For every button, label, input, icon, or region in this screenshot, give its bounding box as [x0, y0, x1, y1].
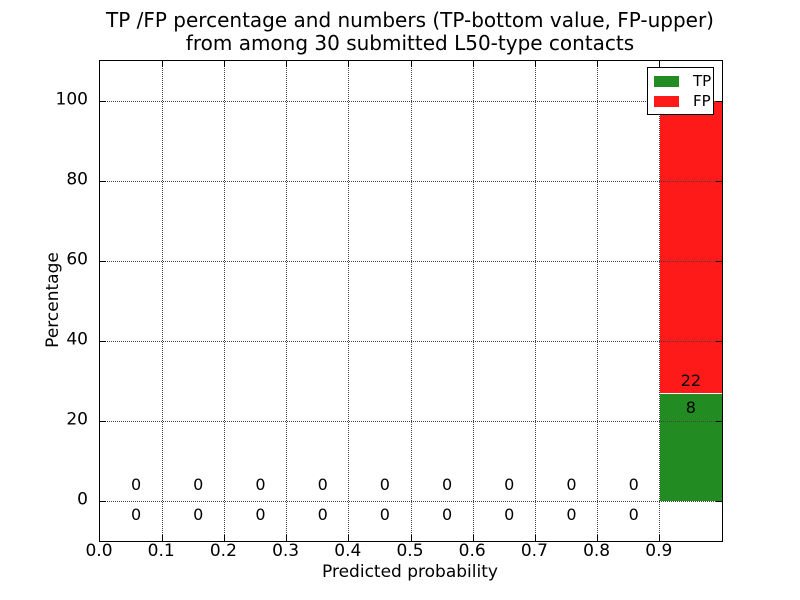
- tp-count-label: 0: [566, 504, 577, 524]
- bar-segment-tp: [659, 394, 722, 501]
- y-tick-label: 0: [77, 489, 88, 510]
- y-tick-label: 40: [66, 329, 88, 350]
- legend-swatch-tp-icon: [654, 75, 679, 87]
- x-axis-label: Predicted probability: [322, 562, 498, 582]
- chart-title: TP /FP percentage and numbers (TP-bottom…: [99, 9, 721, 55]
- legend-entry: FP: [654, 91, 713, 111]
- legend-entry: TP: [654, 71, 713, 91]
- chart-title-line1: TP /FP percentage and numbers (TP-bottom…: [106, 8, 714, 32]
- tp-count-label: 0: [130, 504, 142, 524]
- y-tick-mark: [100, 340, 106, 342]
- tp-count-label: 0: [379, 504, 390, 524]
- gridline-vertical: [410, 61, 412, 541]
- grid-layer: [100, 61, 722, 541]
- x-tick-mark: [348, 61, 350, 67]
- legend-label: TP: [693, 72, 712, 90]
- tp-count-label: 0: [441, 504, 453, 524]
- x-tick-mark: [286, 61, 288, 67]
- fp-count-label: 0: [441, 475, 453, 494]
- x-tick-mark: [534, 535, 536, 541]
- x-tick-mark: [597, 535, 599, 541]
- tp-count-label: 0: [504, 504, 515, 524]
- x-tick-label: 0.2: [209, 541, 237, 561]
- x-tick-label: 0.8: [583, 541, 611, 561]
- y-tick-mark: [716, 260, 722, 262]
- x-tick-mark: [472, 535, 474, 541]
- chart-title-line2: from among 30 submitted L50-type contact…: [185, 31, 635, 55]
- y-tick-labels: 0 20 40 60 80 100: [0, 0, 88, 600]
- y-tick-mark: [100, 500, 106, 502]
- x-tick-label: 0.0: [85, 541, 113, 561]
- y-tick-mark: [716, 500, 722, 502]
- bar-segment-fp: [659, 101, 722, 394]
- fp-count-label: 0: [504, 475, 515, 494]
- x-tick-label: 0.9: [645, 541, 673, 561]
- fp-count-label: 0: [255, 475, 266, 494]
- annotations-layer: 0 0 0 0 0 0 0 0 0 0 0 0 0 0 0 0 0 0 22 8: [100, 61, 722, 541]
- tp-count-label: 0: [317, 504, 328, 524]
- x-tick-label: 0.3: [272, 541, 300, 561]
- x-tick-label: 0.4: [334, 541, 362, 561]
- y-tick-mark: [716, 100, 722, 102]
- legend-label: FP: [693, 92, 711, 110]
- y-tick-mark: [716, 340, 722, 342]
- x-tick-mark: [659, 535, 661, 541]
- tp-count-label: 8: [685, 397, 696, 417]
- x-tick-mark: [472, 61, 474, 67]
- y-tick-mark: [100, 420, 106, 422]
- x-tick-label: 0.1: [147, 541, 175, 561]
- y-tick-mark: [100, 260, 106, 262]
- x-tick-mark: [223, 61, 225, 67]
- ticks-layer: [100, 61, 722, 541]
- x-tick-mark: [410, 61, 412, 67]
- gridline-vertical: [597, 61, 599, 541]
- y-tick-mark: [716, 420, 722, 422]
- x-tick-mark: [659, 61, 661, 67]
- x-tick-mark: [161, 535, 163, 541]
- fp-count-label: 0: [130, 475, 142, 494]
- legend: TP FP: [647, 67, 714, 115]
- gridline-vertical: [472, 61, 474, 541]
- y-tick-label: 60: [66, 249, 88, 270]
- tp-count-label: 0: [193, 504, 204, 524]
- gridline-vertical: [659, 61, 661, 541]
- x-tick-label: 0.7: [520, 541, 548, 561]
- x-tick-mark: [348, 535, 350, 541]
- x-tick-label: 0.5: [396, 541, 424, 561]
- x-tick-mark: [410, 535, 412, 541]
- y-tick-mark: [100, 180, 106, 182]
- tp-count-label: 0: [628, 504, 639, 524]
- gridline-vertical: [534, 61, 536, 541]
- x-tick-mark: [223, 535, 225, 541]
- fp-count-label: 0: [566, 475, 577, 494]
- x-tick-mark: [161, 61, 163, 67]
- legend-swatch-fp-icon: [654, 95, 679, 107]
- fp-count-label: 0: [193, 475, 204, 494]
- y-tick-mark: [716, 180, 722, 182]
- bars-layer: [100, 61, 722, 541]
- fp-count-label: 0: [379, 475, 390, 494]
- y-tick-label: 100: [55, 89, 88, 110]
- y-tick-label: 80: [66, 169, 88, 190]
- fp-count-label: 0: [628, 475, 639, 494]
- y-tick-label: 20: [66, 409, 88, 430]
- gridline-vertical: [161, 61, 163, 541]
- fp-count-label: 22: [680, 371, 702, 391]
- gridline-vertical: [223, 61, 225, 541]
- tp-count-label: 0: [255, 504, 266, 524]
- y-tick-mark: [100, 100, 106, 102]
- x-tick-mark: [597, 61, 599, 67]
- gridline-vertical: [348, 61, 350, 541]
- x-tick-mark: [286, 535, 288, 541]
- x-tick-mark: [534, 61, 536, 67]
- plot-area: 0 0 0 0 0 0 0 0 0 0 0 0 0 0 0 0 0 0 22 8 TP FP: [99, 60, 723, 542]
- gridline-vertical: [286, 61, 288, 541]
- fp-count-label: 0: [317, 475, 328, 494]
- x-tick-label: 0.6: [458, 541, 486, 561]
